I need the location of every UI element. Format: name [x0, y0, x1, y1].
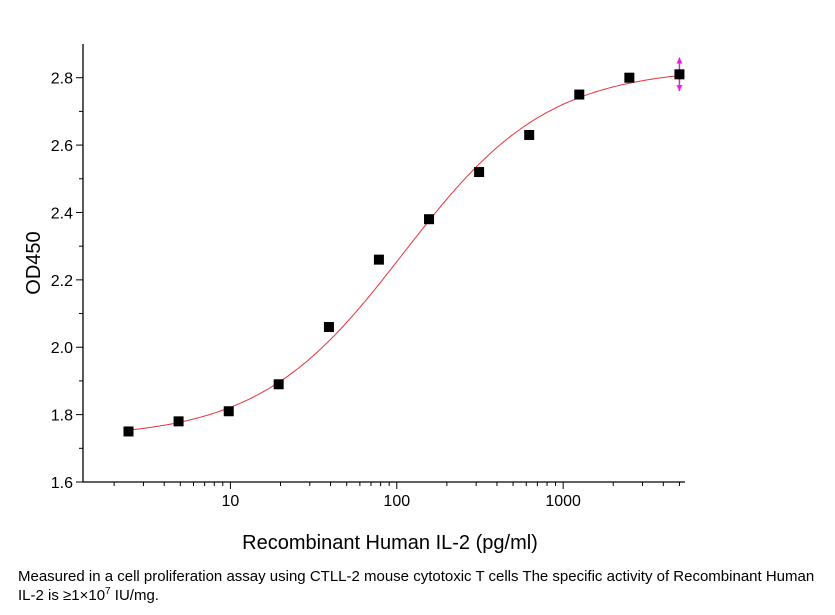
y-axis-label: OD450	[23, 231, 45, 294]
data-point	[424, 214, 435, 225]
data-point	[373, 254, 384, 265]
data-point	[323, 322, 334, 333]
caption-suffix: IU/mg.	[110, 587, 159, 604]
data-point	[223, 406, 234, 417]
error-bar-cap-bottom	[676, 85, 683, 92]
y-tick-label: 1.8	[51, 408, 73, 425]
x-axis-label: Recombinant Human IL-2 (pg/ml)	[242, 532, 538, 554]
y-tick-label: 2.8	[51, 71, 73, 88]
y-tick-label: 2.0	[51, 340, 73, 357]
caption-exponent: 7	[105, 586, 111, 597]
x-tick-label: 100	[383, 493, 410, 510]
y-tick-label: 2.2	[51, 273, 73, 290]
fit-curve	[128, 75, 680, 431]
caption: Measured in a cell proliferation assay u…	[18, 567, 828, 605]
data-point	[674, 69, 685, 80]
data-point	[624, 72, 635, 83]
axes: 1.6 1.8 2.0 2.2 2.4 2.6 2.8 10 100 1000	[51, 44, 685, 510]
data-point	[574, 89, 585, 100]
data-point	[474, 167, 485, 178]
data-point	[173, 416, 184, 427]
x-tick-label: 10	[222, 493, 240, 510]
error-bar-cap-top	[676, 57, 683, 64]
caption-text: Measured in a cell proliferation assay u…	[18, 568, 815, 604]
data-point	[273, 379, 284, 390]
data-points	[123, 69, 685, 437]
x-tick-label: 1000	[545, 493, 581, 510]
data-point	[123, 426, 134, 437]
y-tick-label: 1.6	[51, 475, 73, 492]
data-point	[524, 129, 535, 140]
y-tick-label: 2.6	[51, 138, 73, 155]
y-tick-label: 2.4	[51, 205, 73, 222]
